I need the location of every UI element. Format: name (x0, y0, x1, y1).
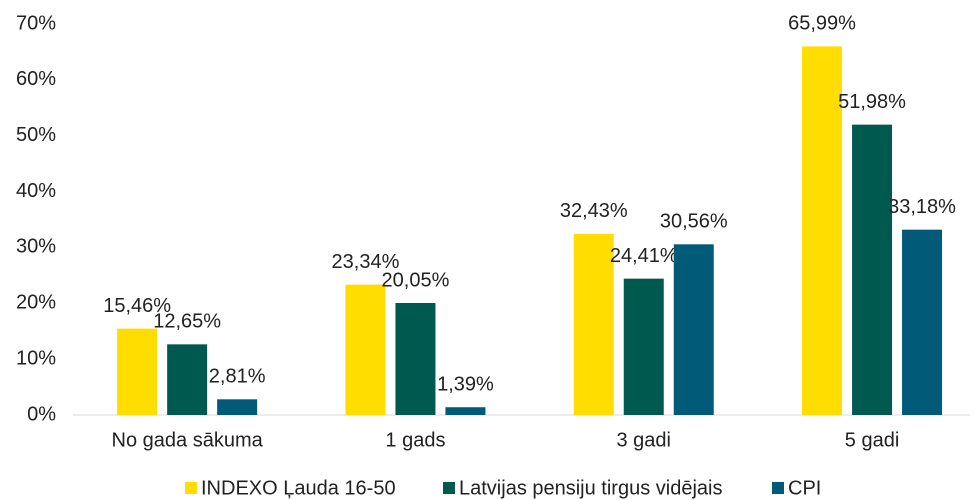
y-tick-label: 50% (16, 124, 56, 146)
value-label: 65,99% (788, 13, 856, 35)
legend-label: Latvijas pensiju tirgus vidējais (459, 477, 722, 499)
value-label: 24,41% (610, 245, 678, 267)
bar (573, 233, 614, 415)
bar (395, 303, 436, 415)
bar (623, 278, 664, 415)
x-tick-label: 3 gadi (617, 429, 672, 451)
y-tick-label: 40% (16, 180, 56, 202)
legend-label: CPI (788, 477, 821, 499)
legend-label: INDEXO Ļauda 16-50 (201, 477, 396, 499)
value-label: 33,18% (888, 196, 956, 218)
y-tick-label: 20% (16, 292, 56, 314)
bar (167, 344, 208, 415)
bar (673, 244, 714, 415)
y-tick-label: 30% (16, 236, 56, 258)
value-label: 30,56% (660, 211, 728, 233)
bar (445, 407, 486, 415)
x-tick-label: 1 gads (385, 429, 445, 451)
value-label: 1,39% (437, 374, 494, 396)
bar (217, 399, 258, 415)
value-label: 15,46% (103, 295, 171, 317)
legend-swatch (772, 482, 784, 494)
x-tick-label: 5 gadi (845, 429, 900, 451)
legend-swatch (443, 482, 455, 494)
x-tick-label: No gada sākuma (112, 429, 264, 451)
bar (117, 328, 158, 415)
value-label: 23,34% (332, 251, 400, 273)
y-tick-label: 60% (16, 68, 56, 90)
value-label: 32,43% (560, 200, 628, 222)
value-label: 20,05% (382, 269, 450, 291)
value-label: 2,81% (209, 366, 266, 388)
y-tick-label: 10% (16, 347, 56, 369)
bar (802, 46, 843, 416)
value-label: 12,65% (153, 311, 221, 333)
legend-swatch (185, 482, 197, 494)
y-tick-label: 0% (27, 403, 56, 425)
y-tick-label: 70% (16, 12, 56, 34)
bar (345, 284, 386, 415)
value-label: 51,98% (838, 91, 906, 113)
bar (852, 124, 893, 415)
bar (902, 229, 943, 415)
